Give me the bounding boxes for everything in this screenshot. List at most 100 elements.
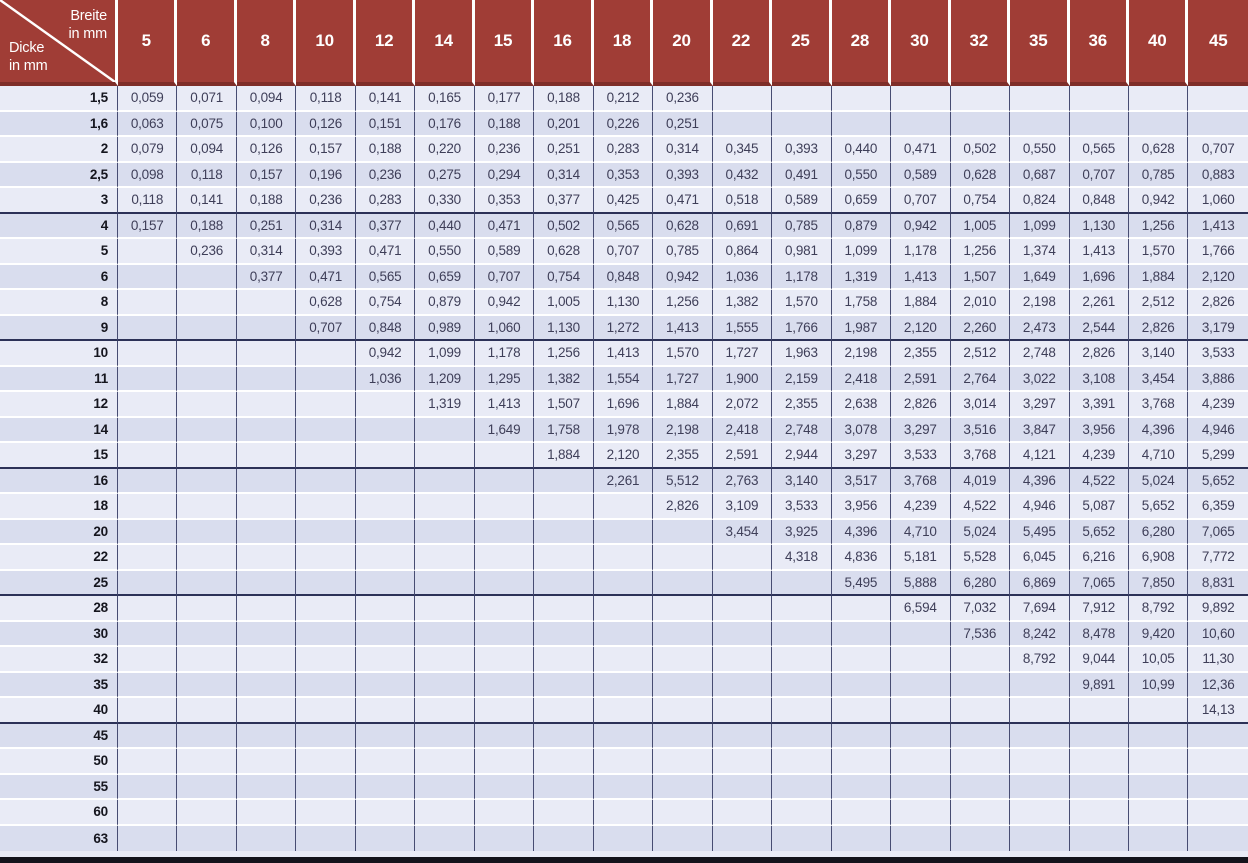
table-cell: [1010, 723, 1070, 749]
table-cell: 1,178: [772, 264, 832, 290]
row-label: 12: [0, 392, 118, 418]
table-cell: 7,065: [1069, 570, 1129, 596]
table-cell: 4,121: [1010, 443, 1070, 469]
table-cell: [415, 443, 475, 469]
table-cell: 5,888: [891, 570, 951, 596]
table-cell: [177, 621, 237, 647]
table-cell: [118, 621, 178, 647]
table-cell: 0,141: [355, 86, 416, 112]
table-cell: 0,188: [534, 86, 594, 112]
table-cell: [712, 111, 773, 137]
table-row: 35 9,891 10,99 12,36: [0, 672, 1248, 698]
table-cell: 0,220: [415, 137, 475, 163]
table-cell: 2,764: [950, 366, 1011, 392]
table-cell: [474, 647, 535, 673]
table-cell: [1128, 800, 1189, 826]
table-cell: 9,044: [1069, 647, 1129, 673]
table-cell: [118, 723, 178, 749]
table-cell: 0,440: [415, 213, 475, 239]
table-cell: [1010, 749, 1070, 775]
table-cell: [355, 494, 416, 520]
table-cell: 0,628: [296, 290, 356, 316]
table-row: 60: [0, 800, 1248, 826]
table-cell: 4,019: [950, 468, 1011, 494]
table-cell: 0,236: [653, 86, 713, 112]
table-cell: [712, 800, 773, 826]
column-header: 5: [118, 0, 178, 86]
table-cell: [236, 596, 297, 622]
table-cell: 0,589: [891, 162, 951, 188]
table-cell: 5,024: [950, 519, 1011, 545]
table-cell: 9,891: [1069, 672, 1129, 698]
table-cell: 0,377: [355, 213, 416, 239]
table-cell: [118, 596, 178, 622]
table-cell: [355, 596, 416, 622]
table-row: 32 8,792 9,044 10,05 11,30: [0, 647, 1248, 673]
table-cell: 1,570: [772, 290, 832, 316]
table-cell: [236, 774, 297, 800]
table-cell: [296, 341, 356, 367]
table-cell: 5,512: [653, 468, 713, 494]
table-cell: 0,345: [712, 137, 773, 163]
table-row: 6 0,377 0,471 0,565 0,659 0,707 0,754 0,848 0,94…: [0, 264, 1248, 290]
table-cell: [653, 749, 713, 775]
table-row: 40 14,13: [0, 698, 1248, 724]
table-cell: [355, 392, 416, 418]
table-cell: 0,707: [1188, 137, 1248, 163]
table-cell: [1010, 111, 1070, 137]
table-cell: 4,396: [831, 519, 892, 545]
table-cell: [355, 570, 416, 596]
table-cell: 1,005: [534, 290, 594, 316]
table-cell: [950, 672, 1011, 698]
table-body: 1,5 0,059 0,071 0,094 0,118 0,141 0,165 0,177 0,…: [0, 86, 1248, 851]
table-cell: 8,242: [1010, 621, 1070, 647]
table-cell: 0,126: [296, 111, 356, 137]
table-cell: 1,382: [534, 366, 594, 392]
table-cell: [950, 825, 1011, 851]
table-cell: [1188, 825, 1248, 851]
table-cell: 0,226: [593, 111, 654, 137]
table-cell: [831, 723, 892, 749]
table-cell: 3,022: [1010, 366, 1070, 392]
table-cell: 0,942: [355, 341, 416, 367]
row-label: 55: [0, 774, 118, 800]
table-cell: [831, 774, 892, 800]
table-cell: [1010, 698, 1070, 724]
table-cell: [118, 392, 178, 418]
table-cell: 1,178: [891, 239, 951, 265]
table-row: 2,5 0,098 0,118 0,157 0,196 0,236 0,275 0,294 0,…: [0, 162, 1248, 188]
table-cell: 0,188: [177, 213, 237, 239]
row-label: 11: [0, 366, 118, 392]
diagonal-divider: [0, 0, 115, 82]
table-cell: 1,649: [474, 417, 535, 443]
row-label: 6: [0, 264, 118, 290]
table-cell: 7,536: [950, 621, 1011, 647]
table-cell: [474, 698, 535, 724]
table-row: 22 4,318 4,836 5,181 5,528 6,045 6,216 6,908 7,7…: [0, 545, 1248, 571]
table-cell: [950, 749, 1011, 775]
row-label: 63: [0, 825, 118, 851]
row-label: 9: [0, 315, 118, 341]
table-cell: 0,565: [355, 264, 416, 290]
table-cell: 9,892: [1188, 596, 1248, 622]
table-cell: 0,491: [772, 162, 832, 188]
table-cell: 0,100: [236, 111, 297, 137]
table-cell: [177, 672, 237, 698]
table-cell: 1,507: [950, 264, 1011, 290]
table-cell: [653, 800, 713, 826]
table-cell: 0,628: [653, 213, 713, 239]
table-cell: [653, 723, 713, 749]
table-cell: [534, 519, 594, 545]
table-cell: [118, 443, 178, 469]
table-cell: 8,831: [1188, 570, 1248, 596]
table-cell: 5,087: [1069, 494, 1129, 520]
column-header: 32: [950, 0, 1011, 86]
table-cell: [118, 494, 178, 520]
table-cell: [891, 86, 951, 112]
table-cell: [118, 647, 178, 673]
table-cell: [415, 596, 475, 622]
table-cell: 2,826: [1188, 290, 1248, 316]
table-cell: 1,884: [653, 392, 713, 418]
table-cell: [831, 86, 892, 112]
table-cell: 0,550: [1010, 137, 1070, 163]
